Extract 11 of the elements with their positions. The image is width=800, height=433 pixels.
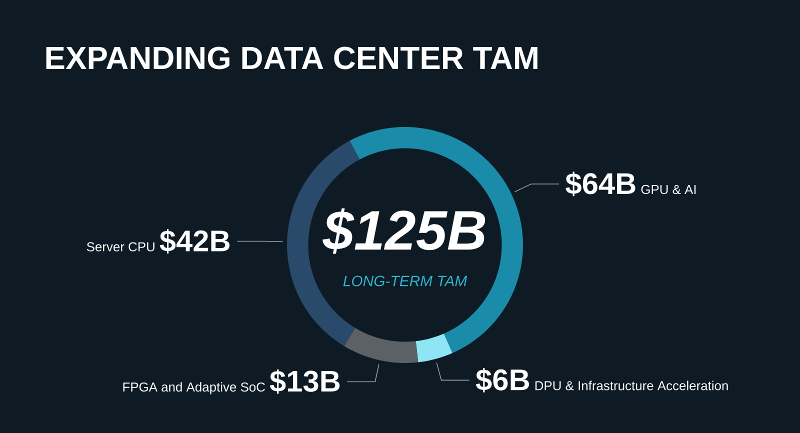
slice-label: FPGA and Adaptive SoC xyxy=(123,382,265,394)
text: LONG-TERM TAM xyxy=(343,276,468,286)
data-label: $42B xyxy=(160,229,230,254)
data-label: $13B xyxy=(270,369,340,394)
text: $125B xyxy=(322,208,486,254)
data-label: $6B xyxy=(476,368,530,392)
slice-label: GPU & AI xyxy=(641,184,696,194)
chart-title: EXPANDING DATA CENTER TAM xyxy=(46,46,538,70)
slice-label: Server CPU xyxy=(86,242,154,252)
data-label: $64B xyxy=(566,172,636,196)
slice-label: DPU & Infrastructure Acceleration xyxy=(535,380,728,390)
